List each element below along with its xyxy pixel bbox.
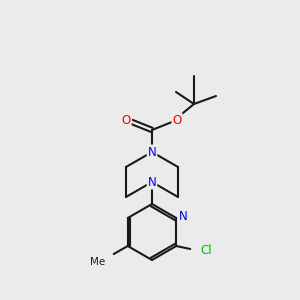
Text: O: O (122, 115, 130, 128)
Text: O: O (172, 113, 182, 127)
Text: N: N (148, 176, 156, 188)
Text: N: N (179, 209, 188, 223)
Text: Me: Me (90, 257, 105, 267)
Text: N: N (148, 146, 156, 158)
Text: Cl: Cl (200, 244, 212, 256)
